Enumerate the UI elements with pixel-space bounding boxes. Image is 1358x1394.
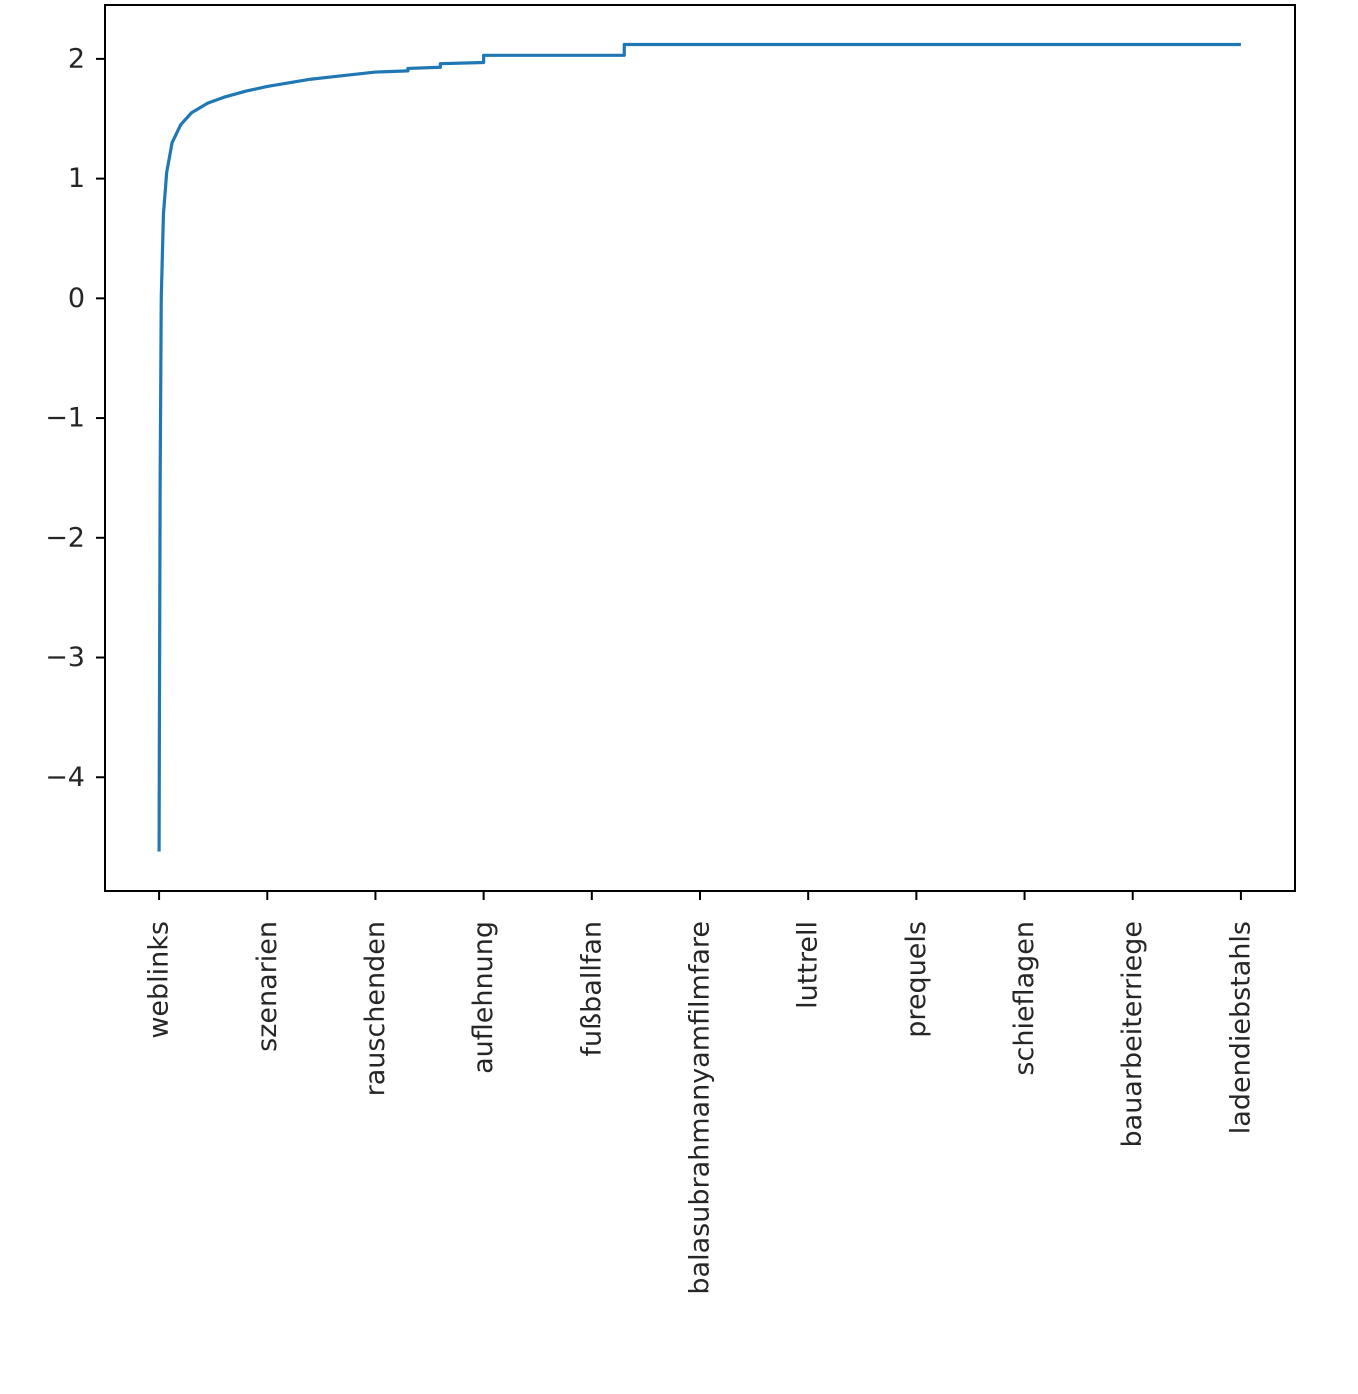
- y-axis: −4 −3 −2 −1 0 1 2: [45, 43, 105, 793]
- y-tick-label: 1: [68, 163, 85, 194]
- x-tick-label: balasubrahmanyamfilmfare: [685, 921, 716, 1295]
- x-axis: weblinks szenarien rauschenden auflehnung fu…: [144, 891, 1256, 1295]
- x-tick-label: rauschenden: [360, 921, 391, 1096]
- x-tick-label: luttrell: [793, 921, 824, 1009]
- series-layer: [157, 42, 1241, 852]
- x-tick-label: prequels: [901, 921, 932, 1038]
- y-tick-label: −1: [45, 403, 85, 434]
- x-tick-label: weblinks: [144, 921, 175, 1039]
- series-line-0: [157, 42, 1241, 852]
- y-tick-label: 0: [68, 283, 85, 314]
- x-tick-label: fußballfan: [576, 921, 607, 1056]
- x-tick-label: szenarien: [252, 921, 283, 1052]
- y-tick-label: −2: [45, 522, 85, 553]
- plot-frame: [104, 4, 1296, 892]
- x-tick-label: ladendiebstahls: [1225, 921, 1256, 1134]
- x-tick-label: auflehnung: [468, 921, 499, 1074]
- y-tick-label: −3: [45, 642, 85, 673]
- y-tick-label: 2: [68, 43, 85, 74]
- y-tick-label: −4: [45, 762, 85, 793]
- x-tick-label: bauarbeiterriege: [1117, 921, 1148, 1147]
- x-tick-label: schieflagen: [1009, 921, 1040, 1076]
